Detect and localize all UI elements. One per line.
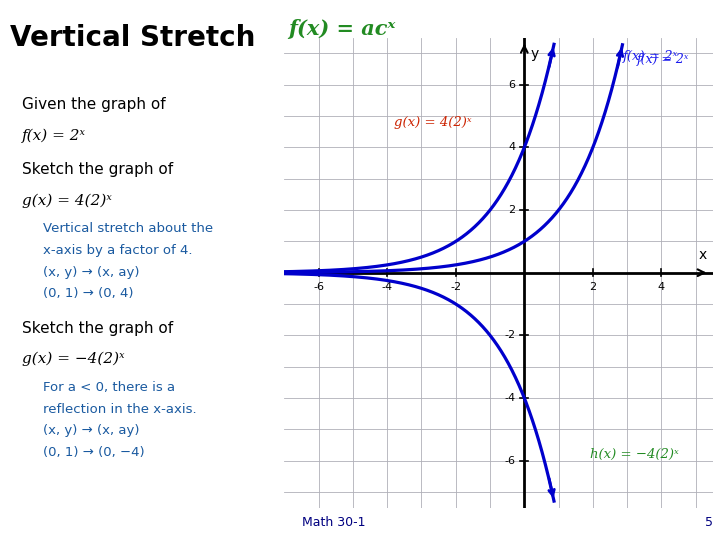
Text: Vertical stretch about the: Vertical stretch about the <box>43 222 213 235</box>
Text: -6: -6 <box>505 456 516 465</box>
Text: reflection in the x-axis.: reflection in the x-axis. <box>43 403 197 416</box>
Text: h(x) = −4(2)ˣ: h(x) = −4(2)ˣ <box>590 448 678 461</box>
Text: Given the graph of: Given the graph of <box>22 97 165 112</box>
Text: Vertical Stretch: Vertical Stretch <box>10 24 256 52</box>
Text: f(x) = 2ˣ: f(x) = 2ˣ <box>22 129 86 143</box>
Text: g(x) = 4(2)ˣ: g(x) = 4(2)ˣ <box>394 116 472 129</box>
Text: (0, 1) → (0, −4): (0, 1) → (0, −4) <box>43 446 145 459</box>
Text: -2: -2 <box>450 282 462 292</box>
Text: -6: -6 <box>313 282 324 292</box>
Text: 5: 5 <box>705 516 713 529</box>
Text: (0, 1) → (0, 4): (0, 1) → (0, 4) <box>43 287 134 300</box>
Text: x: x <box>699 248 707 262</box>
Text: f(x) = acˣ: f(x) = acˣ <box>288 19 395 39</box>
Text: -2: -2 <box>505 330 516 340</box>
Text: For a < 0, there is a: For a < 0, there is a <box>43 381 176 394</box>
Text: Sketch the graph of: Sketch the graph of <box>22 321 173 336</box>
Text: 2: 2 <box>508 205 516 215</box>
Text: f(x) = 2ˣ: f(x) = 2ˣ <box>636 53 689 66</box>
Text: g(x) = −4(2)ˣ: g(x) = −4(2)ˣ <box>22 352 124 367</box>
Text: Math 30-1: Math 30-1 <box>302 516 366 529</box>
Text: y: y <box>531 47 539 61</box>
Text: 6: 6 <box>509 80 516 90</box>
Text: -4: -4 <box>505 393 516 403</box>
Text: 2: 2 <box>589 282 596 292</box>
Text: g(x) = 4(2)ˣ: g(x) = 4(2)ˣ <box>22 193 112 208</box>
Text: x-axis by a factor of 4.: x-axis by a factor of 4. <box>43 244 193 257</box>
Text: -4: -4 <box>382 282 393 292</box>
Text: (x, y) → (x, ay): (x, y) → (x, ay) <box>43 266 140 279</box>
Text: f(x) = 2ˣ: f(x) = 2ˣ <box>623 50 678 63</box>
Text: 4: 4 <box>508 143 516 152</box>
Text: Sketch the graph of: Sketch the graph of <box>22 162 173 177</box>
Text: (x, y) → (x, ay): (x, y) → (x, ay) <box>43 424 140 437</box>
Text: 4: 4 <box>658 282 665 292</box>
